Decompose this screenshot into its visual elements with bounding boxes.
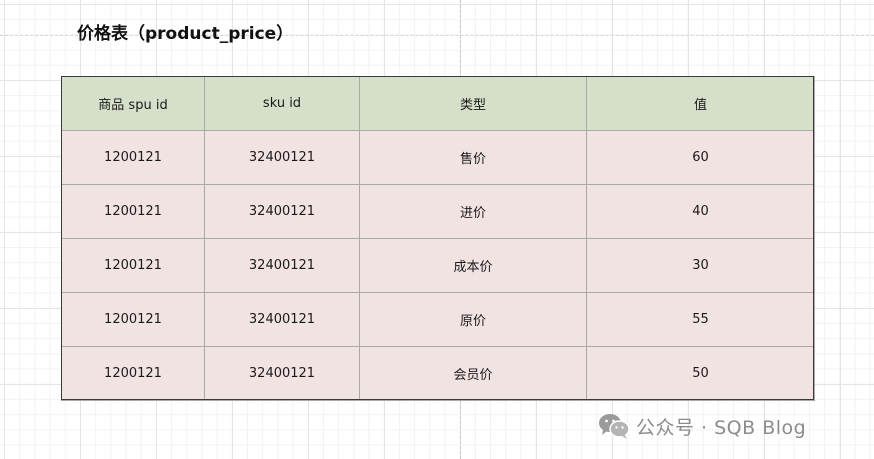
cell-type: 进价: [359, 184, 587, 239]
header-row: 商品 spu id sku id 类型 值: [61, 76, 815, 131]
cell-sku-id: 32400121: [204, 346, 360, 401]
cell-sku-id: 32400121: [204, 238, 360, 293]
cell-type: 原价: [359, 292, 587, 347]
cell-value: 60: [586, 130, 815, 185]
cell-value: 40: [586, 184, 815, 239]
cell-spu-id: 1200121: [61, 184, 205, 239]
table-row: 1200121 32400121 会员价 50: [61, 346, 815, 401]
cell-value: 55: [586, 292, 815, 347]
header-value: 值: [586, 76, 815, 131]
price-table: 商品 spu id sku id 类型 值 1200121 32400121 售…: [61, 76, 815, 401]
header-type: 类型: [359, 76, 587, 131]
wechat-icon: [598, 412, 630, 440]
watermark-text: 公众号 · SQB Blog: [636, 416, 807, 439]
cell-spu-id: 1200121: [61, 346, 205, 401]
table-row: 1200121 32400121 售价 60: [61, 130, 815, 185]
cell-value: 30: [586, 238, 815, 293]
cell-sku-id: 32400121: [204, 184, 360, 239]
guide-line-horizontal: [0, 35, 874, 36]
cell-sku-id: 32400121: [204, 292, 360, 347]
header-sku-id: sku id: [204, 76, 360, 131]
table-row: 1200121 32400121 原价 55: [61, 292, 815, 347]
cell-type: 成本价: [359, 238, 587, 293]
watermark: 公众号 · SQB Blog: [598, 411, 806, 441]
cell-spu-id: 1200121: [61, 238, 205, 293]
cell-sku-id: 32400121: [204, 130, 360, 185]
header-spu-id: 商品 spu id: [61, 76, 205, 131]
cell-type: 售价: [359, 130, 587, 185]
cell-value: 50: [586, 346, 815, 401]
table-row: 1200121 32400121 成本价 30: [61, 238, 815, 293]
cell-spu-id: 1200121: [61, 130, 205, 185]
table-row: 1200121 32400121 进价 40: [61, 184, 815, 239]
cell-spu-id: 1200121: [61, 292, 205, 347]
table-title: 价格表（product_price）: [77, 24, 294, 44]
cell-type: 会员价: [359, 346, 587, 401]
